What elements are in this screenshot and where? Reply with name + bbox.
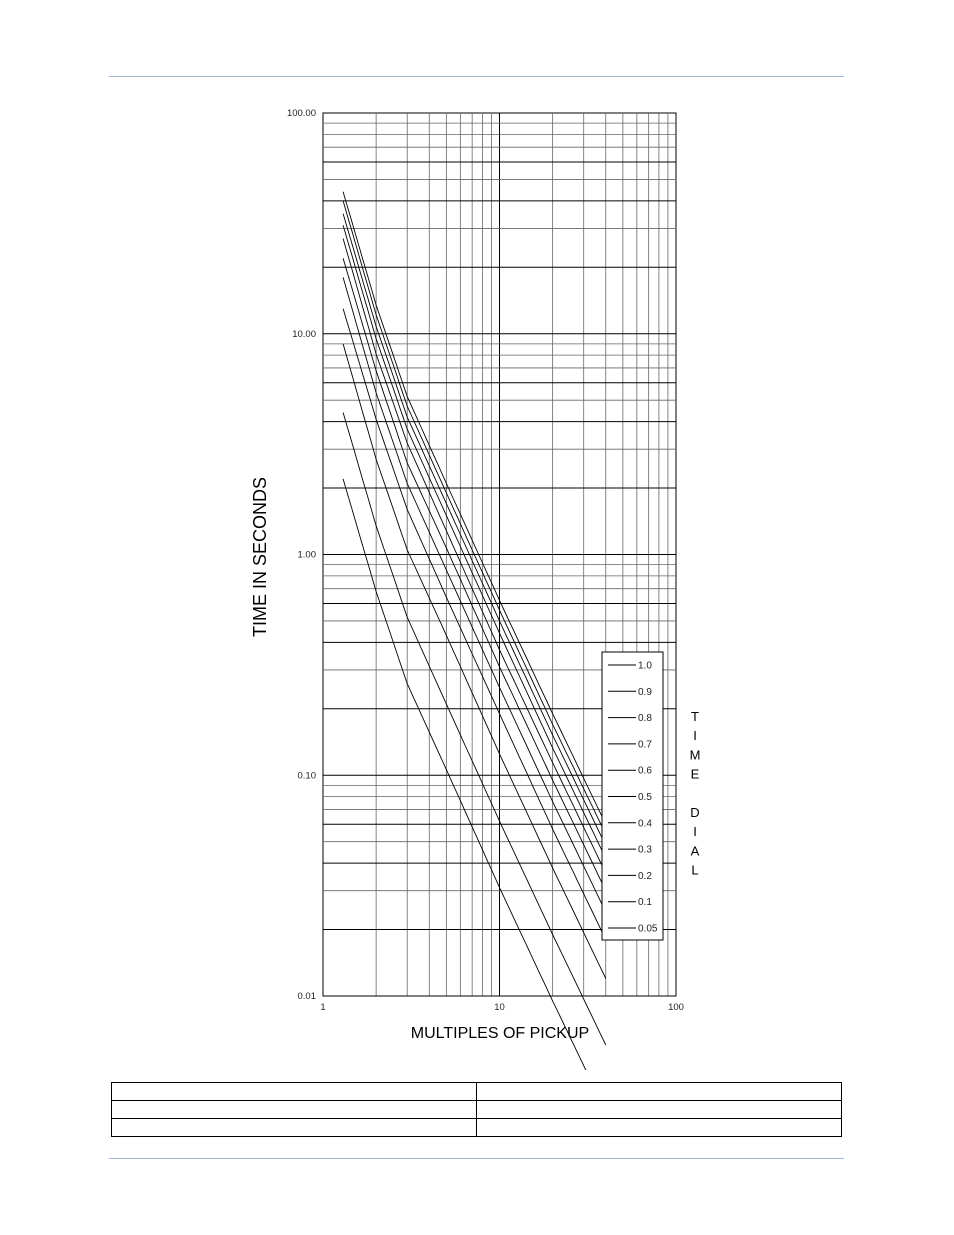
curve-time-dial-0-5 [342, 258, 607, 891]
chart-curves [342, 191, 607, 1070]
side-title-letter: M [690, 747, 701, 762]
table-cell [476, 1082, 842, 1101]
side-title-letter: D [690, 805, 699, 820]
legend-label: 0.6 [638, 766, 652, 777]
footer-table [111, 1082, 842, 1137]
legend-label: 0.5 [638, 792, 652, 803]
curve-time-dial-0-3 [342, 308, 607, 940]
side-title-letter: I [693, 728, 697, 743]
time-current-chart: 0.01 0.10 1.00 10.00 100.00 1 10 100 TIME IN S… [250, 108, 701, 1070]
legend-label: 0.3 [638, 845, 652, 856]
legend-label: 0.05 [638, 924, 658, 935]
x-tick-label: 100 [668, 1002, 684, 1013]
curve-time-dial-0-9 [342, 200, 607, 835]
table-cell [476, 1100, 842, 1119]
curve-time-dial-0-6 [342, 238, 607, 874]
y-axis-title: TIME IN SECONDS [250, 477, 270, 637]
curve-time-dial-0-2 [342, 343, 607, 979]
legend-label: 0.8 [638, 713, 652, 724]
chart-legend: 1.0 0.9 0.8 0.7 0.6 0.5 0.4 0.3 0.2 0.1 0.05 [601, 651, 664, 941]
curve-time-dial-0-05 [342, 478, 587, 1070]
side-title-letter: L [691, 863, 698, 878]
table-row [111, 1100, 842, 1119]
x-tick-labels: 1 10 100 [320, 1002, 684, 1013]
table-cell [111, 1082, 477, 1101]
footer-rule [109, 1158, 844, 1159]
legend-label: 0.7 [638, 739, 652, 750]
y-tick-label: 1.00 [298, 550, 317, 561]
table-cell [111, 1100, 477, 1119]
y-tick-label: 0.01 [298, 991, 317, 1002]
table-row [111, 1118, 842, 1137]
side-title-letter: I [693, 824, 697, 839]
table-cell [111, 1118, 477, 1137]
curve-time-dial-0-1 [342, 412, 607, 1046]
y-tick-label: 100.00 [287, 108, 316, 119]
legend-label: 0.4 [638, 818, 652, 829]
table-cell [476, 1118, 842, 1137]
x-tick-label: 10 [494, 1002, 505, 1013]
x-tick-label: 1 [320, 1002, 325, 1013]
side-title-letter: E [691, 767, 700, 782]
curve-time-dial-1-0 [342, 191, 607, 825]
x-axis-title: MULTIPLES OF PICKUP [411, 1025, 589, 1042]
curve-time-dial-0-8 [342, 213, 607, 846]
curve-time-dial-0-4 [342, 277, 607, 913]
table-row [111, 1082, 842, 1101]
legend-label: 0.9 [638, 687, 652, 698]
side-title-letter: A [691, 843, 700, 858]
side-title-letter: T [691, 709, 699, 724]
legend-label: 0.1 [638, 897, 652, 908]
legend-label: 0.2 [638, 871, 652, 882]
header-rule [109, 76, 844, 77]
legend-label: 1.0 [638, 661, 652, 672]
y-tick-label: 0.10 [298, 770, 317, 781]
y-tick-labels: 0.01 0.10 1.00 10.00 100.00 [287, 108, 316, 1002]
y-tick-label: 10.00 [292, 329, 316, 340]
curve-time-dial-0-7 [342, 225, 607, 859]
